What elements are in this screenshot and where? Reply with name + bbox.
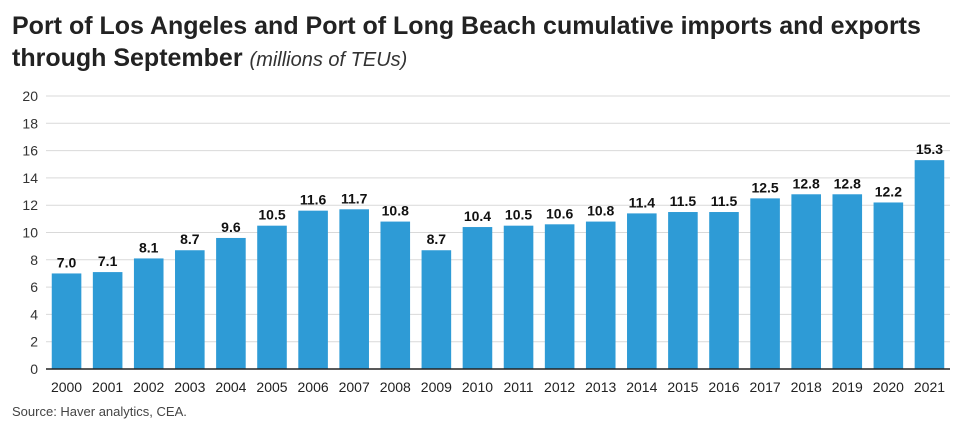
- bar: [92, 272, 123, 369]
- bar: [216, 237, 246, 369]
- x-tick-label: 2010: [462, 379, 493, 395]
- bar: [791, 194, 821, 369]
- data-label: 11.5: [711, 193, 738, 209]
- y-tick-label: 20: [22, 88, 38, 104]
- data-label: 10.5: [258, 207, 285, 223]
- x-tick-label: 2004: [215, 379, 246, 395]
- data-label: 10.6: [546, 205, 573, 221]
- bar: [750, 198, 780, 369]
- bar: [380, 221, 411, 369]
- bar: [627, 213, 657, 369]
- data-label: 10.8: [587, 203, 614, 219]
- x-tick-label: 2016: [708, 379, 739, 395]
- y-tick-label: 8: [30, 252, 38, 268]
- data-label: 7.0: [57, 254, 77, 270]
- data-label: 12.8: [834, 175, 861, 191]
- y-tick-label: 10: [22, 225, 38, 241]
- data-label: 8.7: [180, 231, 200, 247]
- y-tick-label: 12: [22, 197, 38, 213]
- bar: [339, 209, 369, 369]
- x-tick-label: 2018: [791, 379, 822, 395]
- chart-title-text: Port of Los Angeles and Port of Long Bea…: [12, 12, 921, 72]
- data-label: 12.8: [793, 175, 820, 191]
- y-tick-label: 4: [30, 306, 38, 322]
- x-tick-label: 2014: [626, 379, 657, 395]
- bar: [133, 258, 164, 369]
- y-tick-label: 18: [22, 115, 38, 131]
- x-tick-label: 2012: [544, 379, 575, 395]
- bar: [709, 212, 739, 369]
- data-label: 7.1: [98, 253, 118, 269]
- y-tick-label: 6: [30, 279, 38, 295]
- data-label: 11.5: [670, 193, 697, 209]
- chart-title: Port of Los Angeles and Port of Long Bea…: [12, 10, 972, 76]
- x-tick-label: 2002: [133, 379, 164, 395]
- x-tick-label: 2001: [92, 379, 123, 395]
- data-label: 15.3: [916, 141, 943, 157]
- bar: [298, 210, 328, 369]
- data-label: 11.6: [300, 192, 327, 208]
- x-tick-label: 2019: [832, 379, 863, 395]
- y-tick-label: 14: [22, 170, 38, 186]
- x-tick-label: 2007: [339, 379, 370, 395]
- x-tick-label: 2006: [298, 379, 329, 395]
- bar: [462, 227, 493, 369]
- data-label: 8.7: [427, 231, 447, 247]
- bar: [421, 250, 452, 369]
- data-label: 9.6: [221, 219, 241, 235]
- bar: [585, 221, 616, 369]
- x-tick-label: 2009: [421, 379, 452, 395]
- x-tick-label: 2008: [380, 379, 411, 395]
- data-label: 10.4: [464, 208, 491, 224]
- x-tick-label: 2020: [873, 379, 904, 395]
- chart-subtitle: (millions of TEUs): [249, 49, 408, 71]
- data-label: 8.1: [139, 239, 159, 255]
- bar: [175, 250, 205, 369]
- data-label: 10.5: [505, 207, 532, 223]
- data-label: 10.8: [382, 203, 409, 219]
- x-tick-label: 2013: [585, 379, 616, 395]
- x-tick-label: 2003: [174, 379, 205, 395]
- data-label: 12.2: [875, 183, 902, 199]
- source-note: Source: Haver analytics, CEA.: [12, 404, 187, 419]
- bar: [503, 225, 534, 369]
- data-label: 11.4: [629, 194, 656, 210]
- bar: [914, 160, 945, 369]
- x-tick-label: 2017: [750, 379, 781, 395]
- bar: [832, 194, 863, 369]
- x-tick-label: 2000: [51, 379, 82, 395]
- data-label: 11.7: [341, 190, 368, 206]
- bar: [873, 202, 904, 369]
- y-tick-label: 16: [22, 143, 38, 159]
- y-tick-label: 0: [30, 361, 38, 377]
- x-tick-label: 2015: [667, 379, 698, 395]
- x-tick-label: 2005: [256, 379, 287, 395]
- bar: [544, 224, 575, 369]
- x-tick-label: 2021: [914, 379, 945, 395]
- data-label: 12.5: [751, 179, 778, 195]
- bar: [51, 273, 82, 369]
- y-tick-label: 2: [30, 334, 38, 350]
- bar: [257, 225, 287, 369]
- x-tick-label: 2011: [503, 379, 533, 395]
- bar: [668, 212, 698, 369]
